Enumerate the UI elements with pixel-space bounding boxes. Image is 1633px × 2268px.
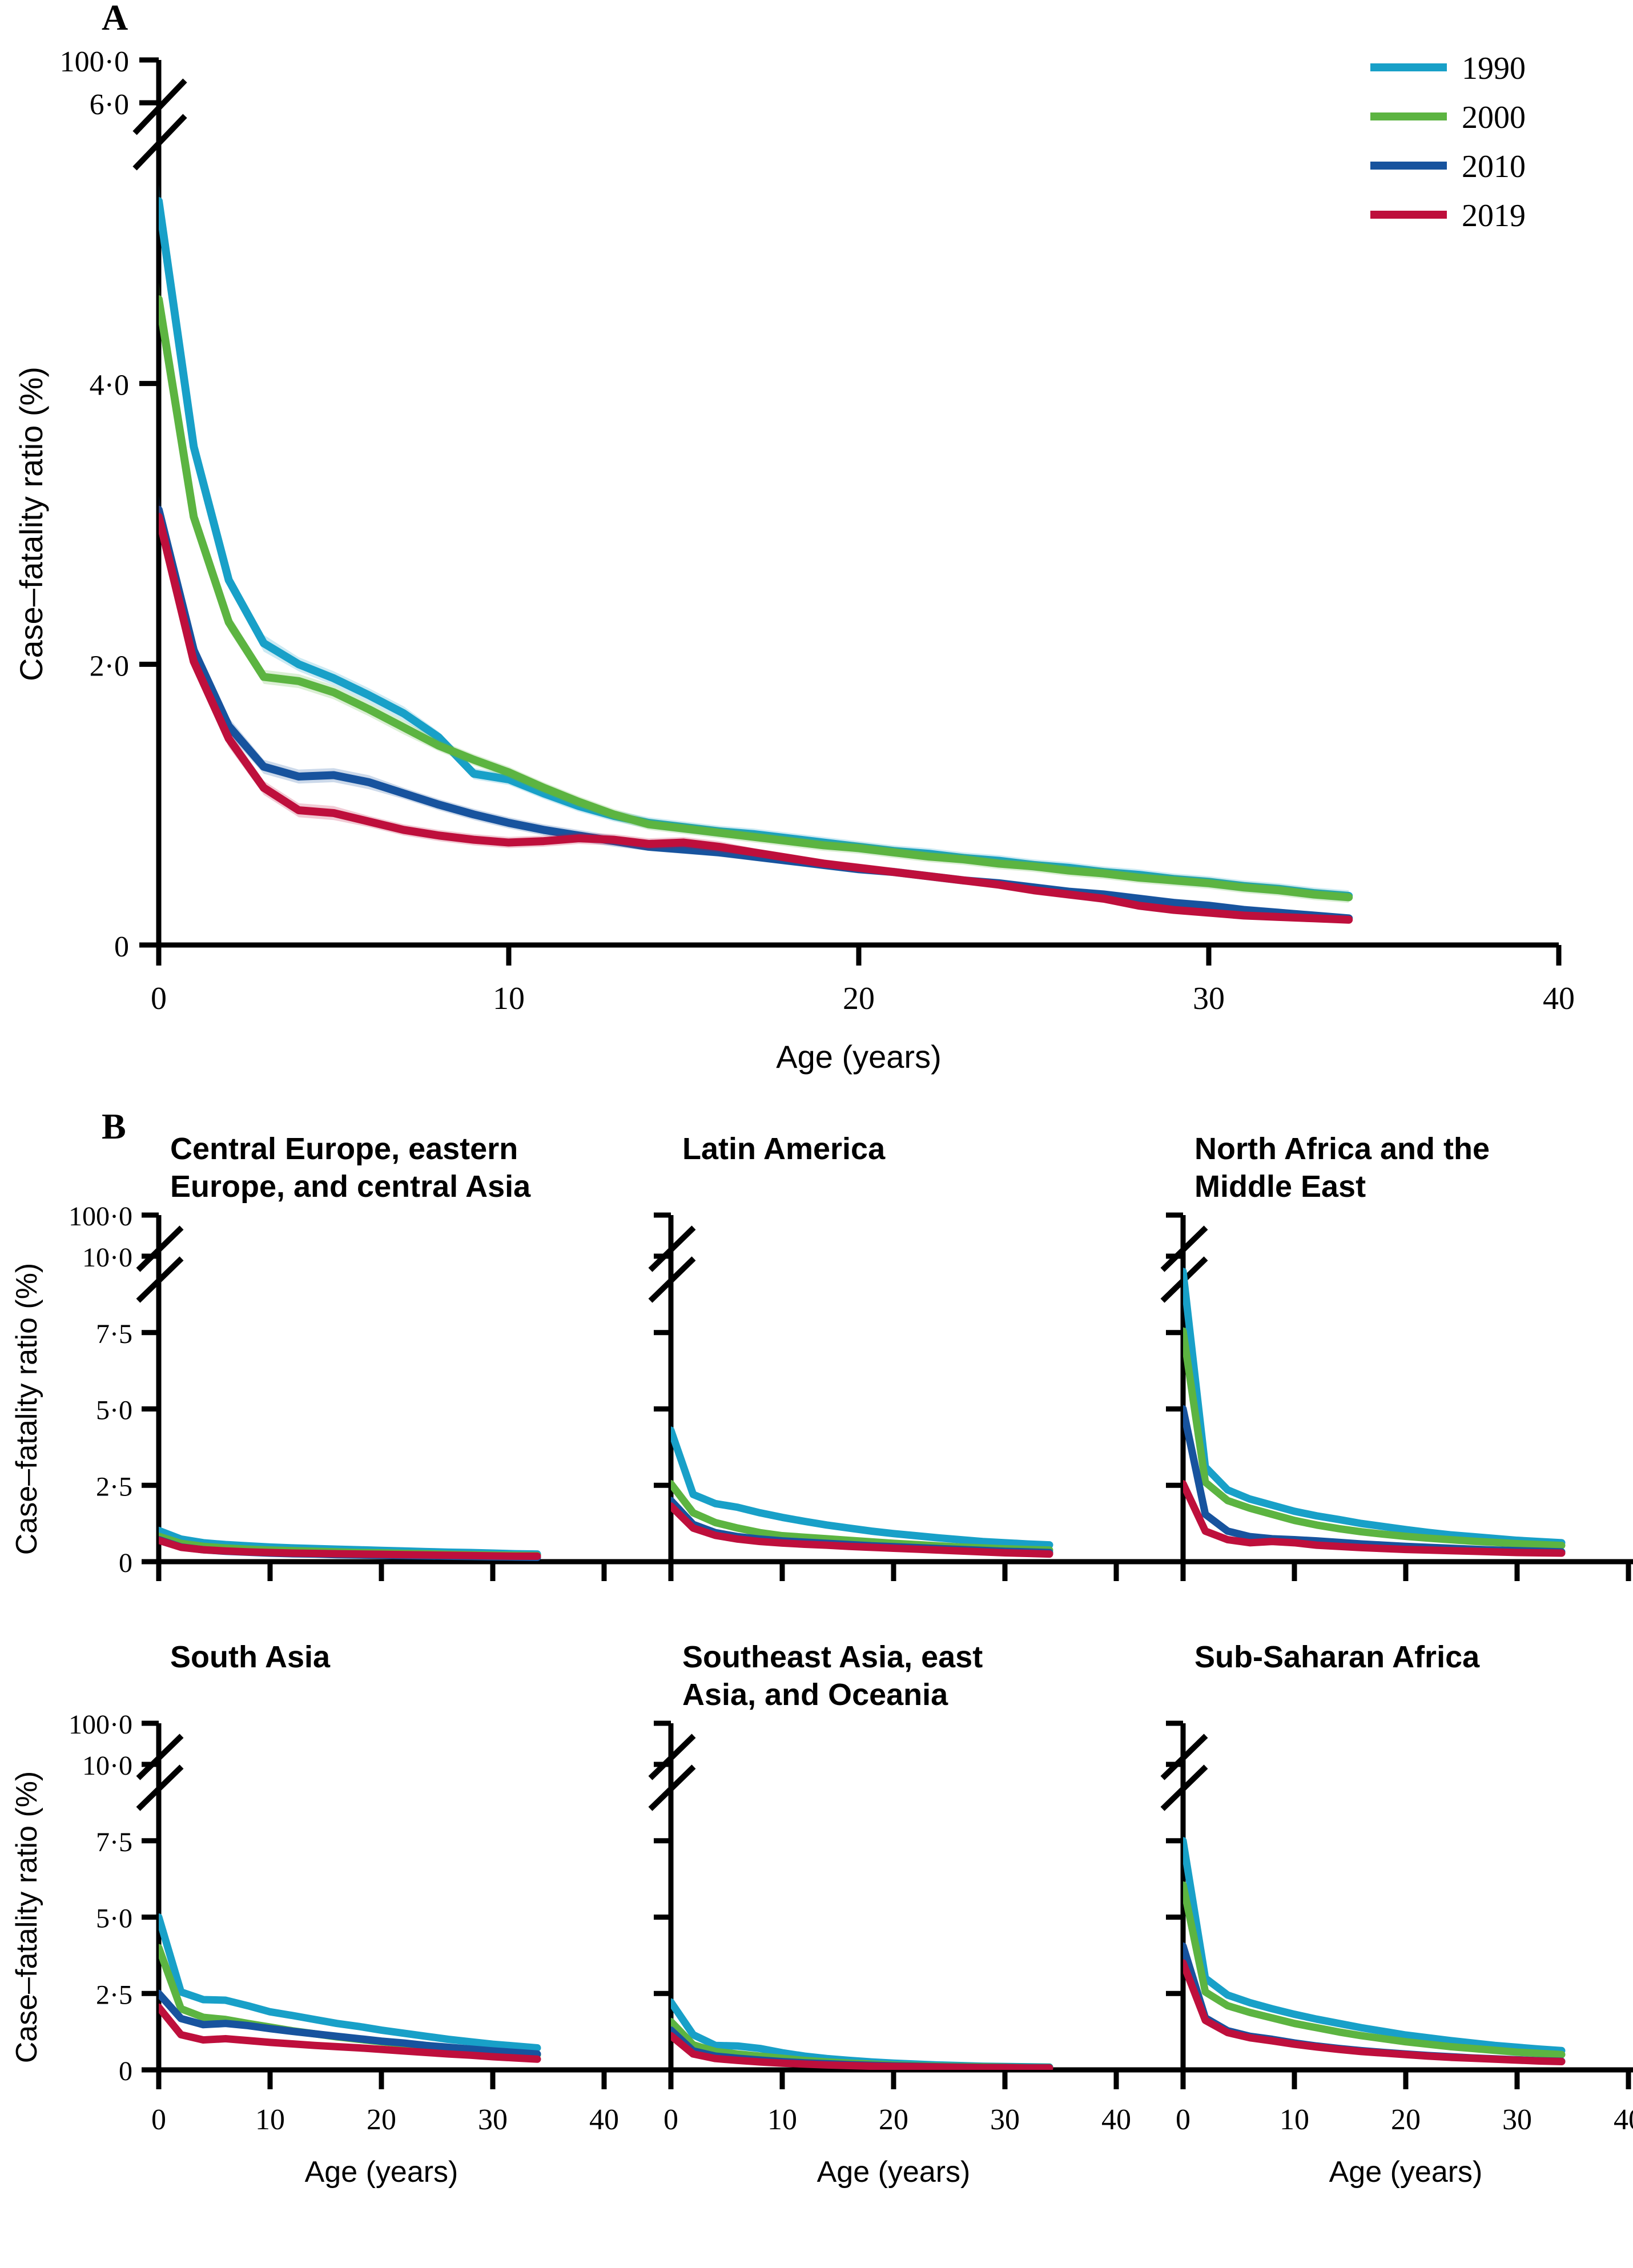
- svg-text:10: 10: [493, 981, 525, 1016]
- uncertainty-band-2000: [159, 282, 1349, 903]
- series-line-sub-saharan-africa-2000: [1183, 1881, 1566, 2058]
- series-line-southeast-asia-east-asia-oceania-2019: [671, 2032, 1053, 2070]
- svg-text:5·0: 5·0: [96, 1396, 132, 1426]
- series-line-north-africa-middle-east-2019: [1183, 1480, 1566, 1557]
- svg-text:0: 0: [151, 2104, 166, 2136]
- series-line-sub-saharan-africa-2019: [1183, 1959, 1566, 2066]
- subchart-southeast-asia-east-asia-oceania: Southeast Asia, east Asia, and Oceania 0 10…: [648, 1640, 1184, 2189]
- svg-text:10·0: 10·0: [82, 1751, 132, 1781]
- subchart-x-label-sub-saharan-africa: Age (years): [1329, 2156, 1483, 2189]
- svg-text:20: 20: [367, 2104, 396, 2136]
- svg-text:30: 30: [990, 2104, 1020, 2136]
- svg-text:10: 10: [1280, 2104, 1309, 2136]
- subchart-south-asia: South Asia 0 2·5 5·0 7·5 10·0 100·0 0 10 20 30 40 Ag…: [10, 1640, 671, 2189]
- series-line-2010: [159, 505, 1353, 923]
- panel-a-y-axis-label: Case–fatality ratio (%): [13, 367, 49, 681]
- subchart-title-southeast-asia-east-asia-oceania: Southeast Asia, east: [682, 1640, 983, 1674]
- subchart-sub-saharan-africa: Sub-Saharan Africa 0 10 20 30 40 Age (years): [1160, 1640, 1633, 2189]
- svg-text:0: 0: [114, 931, 129, 963]
- svg-text:7·5: 7·5: [96, 1827, 132, 1857]
- panel-a-letter: A: [102, 0, 128, 38]
- svg-text:0: 0: [151, 981, 167, 1016]
- svg-text:2·5: 2·5: [96, 1471, 132, 1502]
- svg-text:40: 40: [1614, 2104, 1633, 2136]
- uncertainty-band-2010: [159, 496, 1349, 922]
- series-line-north-africa-middle-east-1990: [1183, 1268, 1566, 1547]
- legend-label-1990: 1990: [1462, 51, 1526, 86]
- svg-text:7·5: 7·5: [96, 1319, 132, 1349]
- panel-b-charts: Central Europe, eastern Europe, and centr…: [0, 1085, 1633, 2268]
- svg-text:20: 20: [843, 981, 875, 1016]
- series-line-south-asia-1990: [159, 1913, 541, 2052]
- svg-text:4·0: 4·0: [90, 369, 129, 402]
- series-line-central-europe-2019: [159, 1537, 541, 1560]
- subchart-y-label-central-europe: Case–fatality ratio (%): [10, 1263, 43, 1555]
- uncertainty-band-1990: [159, 184, 1349, 902]
- subchart-title-latin-america: Latin America: [682, 1132, 886, 1166]
- svg-text:10: 10: [767, 2104, 797, 2136]
- svg-text:10·0: 10·0: [82, 1242, 132, 1273]
- svg-text:100·0: 100·0: [69, 1201, 132, 1232]
- svg-text:40: 40: [1543, 981, 1575, 1016]
- panel-a-x-axis-label: Age (years): [776, 1039, 941, 1075]
- svg-text:2·5: 2·5: [96, 1980, 132, 2010]
- svg-text:40: 40: [589, 2104, 619, 2136]
- legend-label-2019: 2019: [1462, 198, 1526, 234]
- svg-text:10: 10: [255, 2104, 285, 2136]
- svg-text:0: 0: [119, 2056, 132, 2086]
- svg-text:20: 20: [879, 2104, 908, 2136]
- svg-text:0: 0: [663, 2104, 678, 2136]
- svg-text:30: 30: [478, 2104, 508, 2136]
- subchart-title-sub-saharan-africa: Sub-Saharan Africa: [1194, 1640, 1480, 1674]
- svg-text:0: 0: [1176, 2104, 1190, 2136]
- svg-text:30: 30: [1193, 981, 1225, 1016]
- panel-a-chart: 0 2·0 4·0 6·0 100·0 0 10 20 30 40 Age (years) Case–…: [0, 0, 1633, 1085]
- subchart-x-label-south-asia: Age (years): [305, 2156, 458, 2189]
- subchart-title-southeast-asia-east-asia-oceania: Asia, and Oceania: [682, 1678, 948, 1712]
- svg-text:5·0: 5·0: [96, 1904, 132, 1934]
- subchart-title-central-europe: Europe, and central Asia: [170, 1169, 531, 1204]
- subchart-title-central-europe: Central Europe, eastern: [170, 1132, 518, 1166]
- series-line-south-asia-2010: [159, 1989, 541, 2058]
- svg-text:2·0: 2·0: [90, 650, 129, 682]
- series-line-2000: [159, 295, 1353, 902]
- svg-text:100·0: 100·0: [60, 46, 129, 78]
- svg-text:100·0: 100·0: [69, 1710, 132, 1740]
- svg-text:40: 40: [1101, 2104, 1131, 2136]
- subchart-x-label-southeast-asia-east-asia-oceania: Age (years): [817, 2156, 971, 2189]
- series-line-sub-saharan-africa-1990: [1183, 1837, 1566, 2054]
- series-line-south-asia-2019: [159, 2003, 541, 2063]
- panel-b-letter: B: [102, 1106, 126, 1147]
- series-line-1990: [159, 197, 1353, 900]
- series-line-2019: [159, 513, 1353, 924]
- svg-text:20: 20: [1391, 2104, 1421, 2136]
- svg-text:6·0: 6·0: [90, 89, 129, 121]
- legend-label-2010: 2010: [1462, 149, 1526, 184]
- subchart-y-label-south-asia: Case–fatality ratio (%): [10, 1771, 43, 2064]
- subchart-title-south-asia: South Asia: [170, 1640, 331, 1674]
- svg-text:30: 30: [1502, 2104, 1532, 2136]
- panel-a-svg: 0 2·0 4·0 6·0 100·0 0 10 20 30 40 Age (years) Case–…: [13, 46, 1575, 1075]
- series-line-latin-america-1990: [671, 1426, 1053, 1549]
- subchart-latin-america: Latin America: [648, 1132, 1184, 1581]
- series-line-north-africa-middle-east-2000: [1183, 1327, 1566, 1550]
- subchart-title-north-africa-middle-east: Middle East: [1194, 1169, 1366, 1204]
- legend-label-2000: 2000: [1462, 100, 1526, 135]
- series-line-latin-america-2019: [671, 1502, 1053, 1558]
- subchart-title-north-africa-middle-east: North Africa and the: [1194, 1132, 1490, 1166]
- svg-text:0: 0: [119, 1548, 132, 1578]
